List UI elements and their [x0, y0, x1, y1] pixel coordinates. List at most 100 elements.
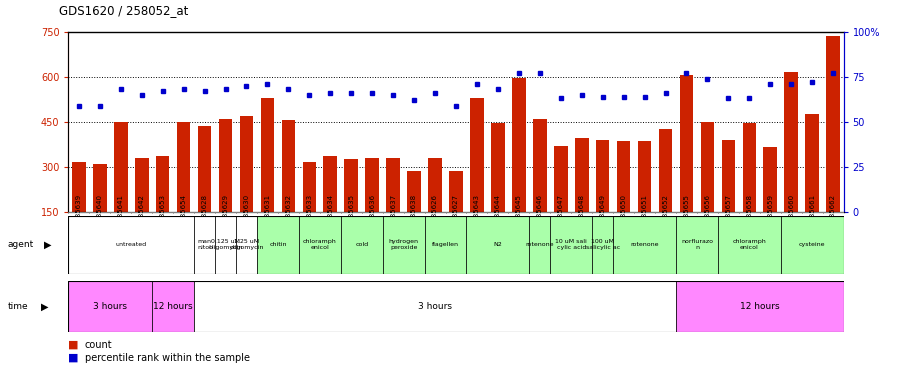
Text: GSM85630: GSM85630	[243, 194, 250, 232]
Text: N2: N2	[493, 242, 502, 247]
Bar	[428, 158, 441, 257]
Bar	[574, 138, 588, 257]
Text: rotenone: rotenone	[525, 242, 554, 247]
Text: GSM85651: GSM85651	[640, 194, 647, 232]
Bar	[344, 159, 358, 257]
Bar	[675, 212, 696, 214]
Bar	[679, 75, 692, 257]
Bar	[466, 212, 486, 214]
Text: GSM85638: GSM85638	[411, 194, 416, 232]
Text: norflurazo
n: norflurazo n	[681, 239, 712, 250]
Text: GSM85652: GSM85652	[661, 194, 668, 232]
Text: 12 hours: 12 hours	[153, 302, 193, 311]
Bar	[591, 216, 612, 274]
Bar	[257, 216, 299, 274]
Bar	[365, 158, 379, 257]
Text: GSM85632: GSM85632	[285, 194, 292, 232]
Bar	[407, 171, 421, 257]
Bar	[738, 212, 759, 214]
Bar	[445, 212, 466, 214]
Text: GSM85649: GSM85649	[599, 194, 605, 232]
Bar	[278, 212, 299, 214]
Text: GSM85658: GSM85658	[745, 194, 752, 232]
Text: agent: agent	[7, 240, 34, 249]
Bar	[721, 140, 734, 257]
Text: GSM85639: GSM85639	[76, 194, 82, 232]
Text: GSM85660: GSM85660	[787, 194, 793, 232]
Text: GSM85654: GSM85654	[180, 194, 187, 232]
Text: 3 hours: 3 hours	[417, 302, 452, 311]
Bar	[549, 212, 570, 214]
Bar	[68, 281, 152, 332]
Text: flagellen: flagellen	[432, 242, 458, 247]
Bar	[511, 78, 525, 257]
Text: GSM85662: GSM85662	[829, 194, 835, 232]
Text: hydrogen
peroxide: hydrogen peroxide	[388, 239, 418, 250]
Text: GSM85626: GSM85626	[432, 194, 437, 232]
Bar	[780, 212, 801, 214]
Bar	[528, 216, 549, 274]
Text: GSM85645: GSM85645	[516, 194, 521, 232]
Text: 1.25 uM
oligomycin: 1.25 uM oligomycin	[229, 239, 263, 250]
Bar	[386, 158, 400, 257]
Text: percentile rank within the sample: percentile rank within the sample	[85, 353, 250, 363]
Bar	[528, 212, 549, 214]
Text: GSM85646: GSM85646	[537, 194, 542, 232]
Bar	[763, 147, 776, 257]
Bar	[822, 212, 843, 214]
Bar	[595, 140, 609, 257]
Bar	[93, 164, 107, 257]
Bar	[825, 36, 839, 257]
Text: ■: ■	[68, 353, 79, 363]
Text: GSM85629: GSM85629	[222, 194, 229, 232]
Bar	[236, 212, 257, 214]
Bar	[742, 123, 755, 257]
Bar	[591, 212, 612, 214]
Bar	[549, 216, 591, 274]
Bar	[341, 212, 362, 214]
Bar	[68, 212, 89, 214]
Bar	[383, 212, 404, 214]
Bar	[236, 216, 257, 274]
Bar	[696, 212, 717, 214]
Text: rotenone: rotenone	[630, 242, 658, 247]
Text: GSM85650: GSM85650	[619, 194, 626, 232]
Text: ■: ■	[68, 340, 79, 350]
Text: 12 hours: 12 hours	[739, 302, 779, 311]
Text: man
nitol: man nitol	[198, 239, 211, 250]
Text: GSM85644: GSM85644	[495, 194, 500, 232]
Bar	[323, 156, 337, 257]
Text: 100 uM
salicylic ac: 100 uM salicylic ac	[585, 239, 619, 250]
Bar	[135, 158, 148, 257]
Bar	[717, 212, 738, 214]
Bar	[700, 122, 713, 257]
Bar	[152, 212, 173, 214]
Bar	[89, 212, 110, 214]
Bar	[194, 281, 675, 332]
Text: GSM85659: GSM85659	[766, 194, 773, 232]
Bar	[658, 129, 671, 257]
Bar	[612, 212, 633, 214]
Bar	[173, 212, 194, 214]
Text: GDS1620 / 258052_at: GDS1620 / 258052_at	[59, 4, 189, 17]
Bar	[612, 216, 675, 274]
Text: GSM85628: GSM85628	[201, 194, 208, 232]
Bar	[654, 212, 675, 214]
Bar	[404, 212, 425, 214]
Bar	[114, 123, 128, 257]
Text: count: count	[85, 340, 112, 350]
Bar	[616, 141, 630, 257]
Text: GSM85661: GSM85661	[808, 194, 814, 232]
Bar	[194, 216, 215, 274]
Text: GSM85642: GSM85642	[138, 194, 145, 232]
Bar	[110, 212, 131, 214]
Bar	[215, 216, 236, 274]
Bar	[240, 117, 253, 257]
Bar	[257, 212, 278, 214]
Text: ▶: ▶	[44, 240, 51, 250]
Bar	[320, 212, 341, 214]
Bar	[470, 98, 483, 257]
Bar	[194, 212, 215, 214]
Bar	[637, 141, 650, 257]
Text: GSM85627: GSM85627	[453, 194, 458, 232]
